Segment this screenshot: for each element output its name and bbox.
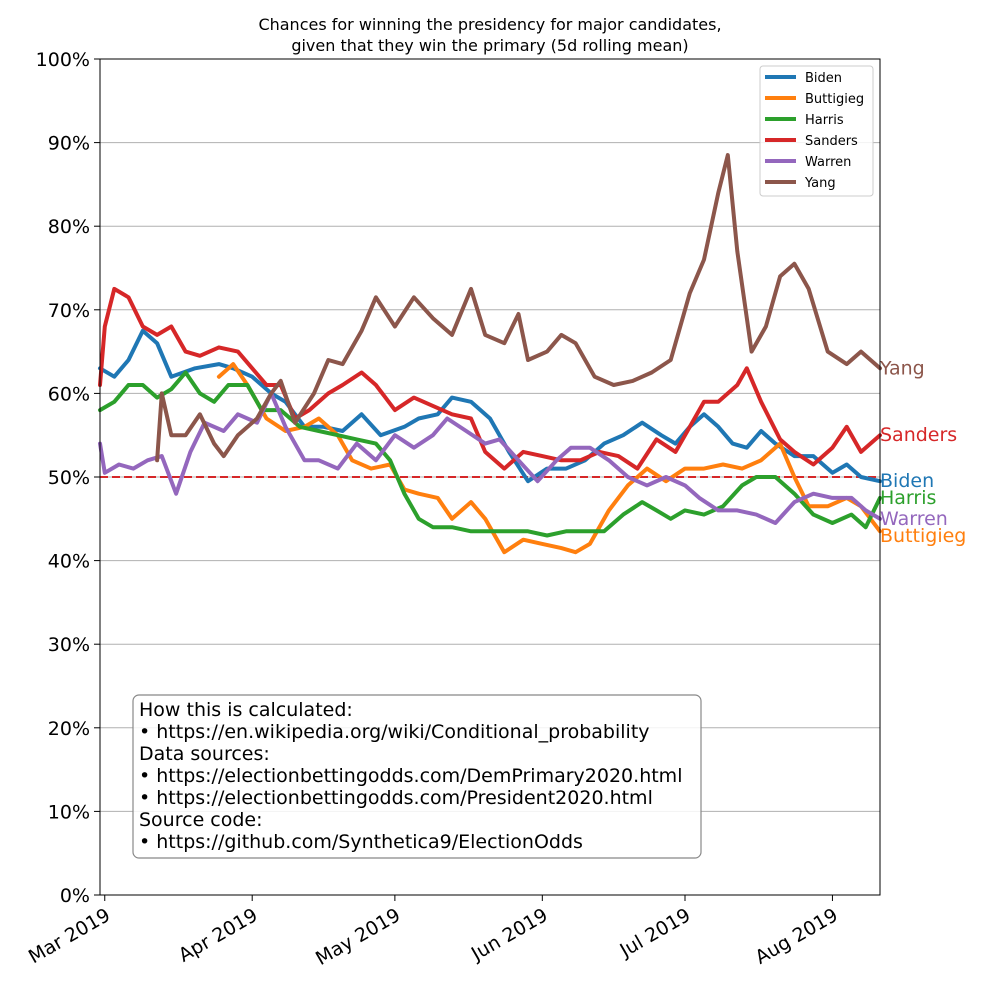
end-label-buttigieg: Buttigieg bbox=[880, 525, 966, 547]
y-tick-label: 100% bbox=[36, 49, 90, 71]
info-line-5: • https://electionbettingodds.com/Presid… bbox=[139, 787, 653, 809]
legend-label-sanders: Sanders bbox=[805, 134, 858, 149]
chart-title-line-2: given that they win the primary (5d roll… bbox=[291, 36, 688, 55]
legend-label-harris: Harris bbox=[805, 113, 844, 128]
plot-frame bbox=[99, 58, 881, 896]
series-line-yang bbox=[155, 153, 882, 463]
end-label-warren: Warren bbox=[880, 508, 948, 530]
end-label-harris: Harris bbox=[880, 487, 936, 509]
series-line-biden bbox=[98, 328, 882, 484]
x-tick-label: Aug 2019 bbox=[751, 904, 841, 969]
series-line-buttigieg bbox=[216, 362, 882, 555]
x-tick-label: Jul 2019 bbox=[615, 904, 694, 962]
y-tick-label: 20% bbox=[48, 718, 90, 740]
legend-label-warren: Warren bbox=[805, 155, 851, 170]
series-line-sanders bbox=[98, 286, 882, 471]
end-label-biden: Biden bbox=[880, 470, 934, 492]
x-tick-label: Jun 2019 bbox=[467, 904, 552, 966]
legend-label-yang: Yang bbox=[804, 176, 836, 191]
legend: Biden Buttigieg Harris Sanders Warren Yang bbox=[759, 65, 874, 197]
y-tick-label: 60% bbox=[48, 383, 90, 405]
series-line-warren bbox=[98, 391, 882, 525]
y-tick-label: 40% bbox=[48, 551, 90, 573]
y-tick-label: 90% bbox=[48, 133, 90, 155]
info-line-3: Data sources: bbox=[139, 743, 270, 765]
chart-title-line-1: Chances for winning the presidency for m… bbox=[258, 15, 721, 34]
x-tick-label: Mar 2019 bbox=[25, 904, 114, 968]
end-label-sanders: Sanders bbox=[880, 424, 957, 446]
info-box-frame bbox=[132, 694, 702, 859]
info-line-7: • https://github.com/Synthetica9/Electio… bbox=[139, 831, 583, 853]
info-line-4: • https://electionbettingodds.com/DemPri… bbox=[139, 765, 682, 787]
y-tick-label: 30% bbox=[48, 634, 90, 656]
series-lines bbox=[98, 153, 882, 555]
x-tick-label: May 2019 bbox=[312, 904, 404, 970]
info-box: How this is calculated: • https://en.wik… bbox=[132, 694, 702, 859]
series-line-harris bbox=[98, 370, 882, 538]
info-line-6: Source code: bbox=[139, 809, 263, 831]
end-label-yang: Yang bbox=[879, 357, 925, 379]
x-tick-label: Apr 2019 bbox=[175, 904, 262, 967]
x-axis: Mar 2019 Apr 2019 May 2019 Jun 2019 Jul 2019… bbox=[25, 895, 842, 970]
y-tick-label: 50% bbox=[48, 467, 90, 489]
legend-label-buttigieg: Buttigieg bbox=[805, 92, 864, 107]
y-tick-label: 0% bbox=[60, 885, 90, 907]
legend-label-biden: Biden bbox=[805, 71, 842, 86]
y-tick-label: 70% bbox=[48, 300, 90, 322]
info-line-2: • https://en.wikipedia.org/wiki/Conditio… bbox=[139, 721, 650, 743]
y-tick-label: 10% bbox=[48, 801, 90, 823]
info-line-1: How this is calculated: bbox=[139, 699, 353, 721]
y-tick-label: 80% bbox=[48, 216, 90, 238]
y-axis: 0% 10% 20% 30% 40% 50% 60% 70% 80% 90% 100% bbox=[36, 49, 100, 907]
